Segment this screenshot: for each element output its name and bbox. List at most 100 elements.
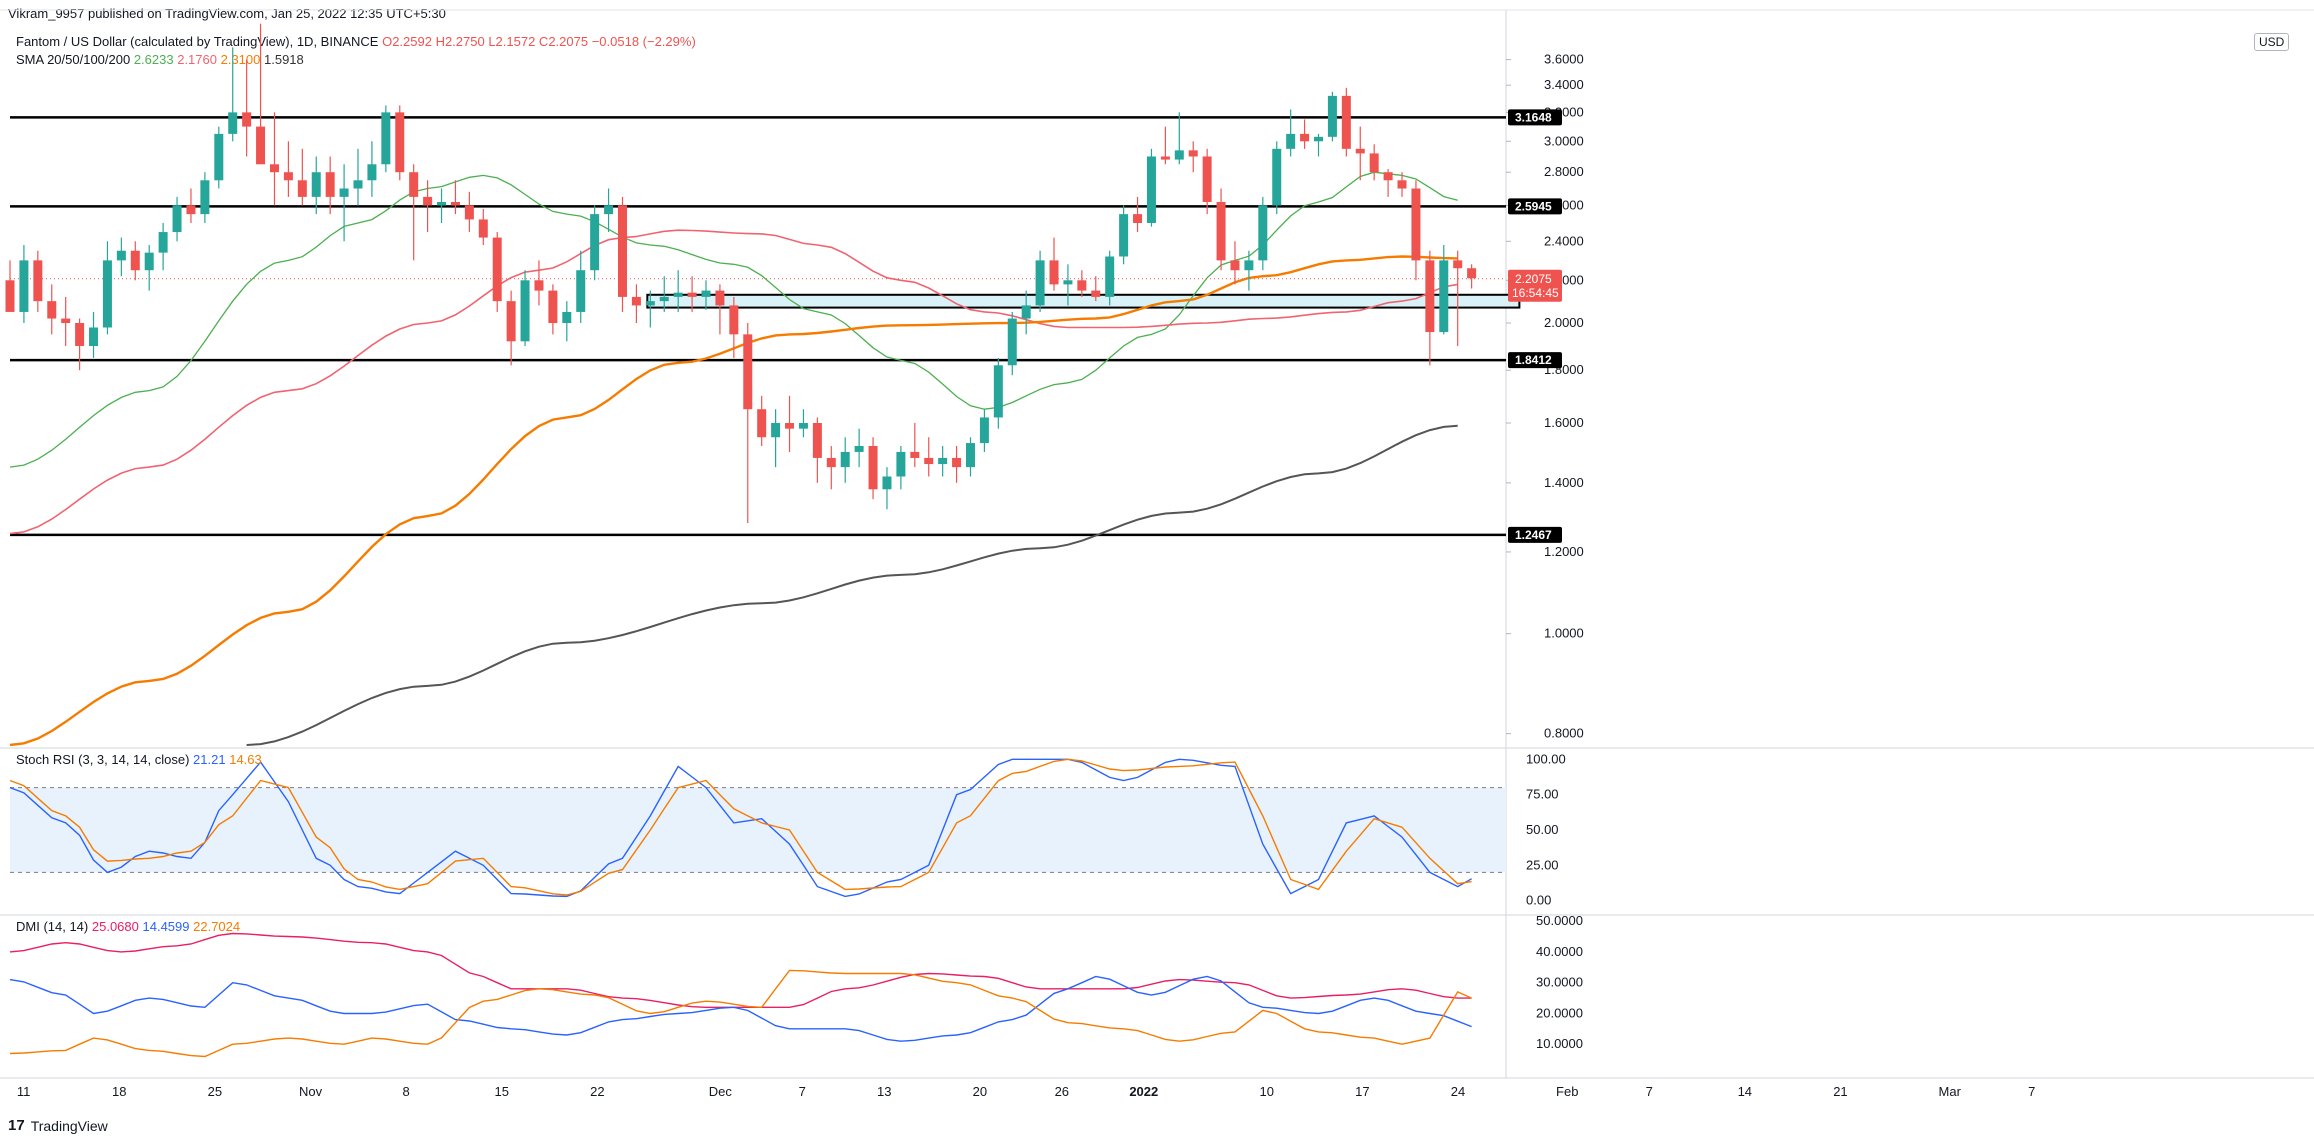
price-tick-label: 3.6000 — [1544, 52, 1584, 67]
price-tick-label: 2.8000 — [1544, 164, 1584, 179]
candle-body — [1007, 318, 1017, 366]
candle-body — [464, 205, 474, 220]
stoch-band — [10, 787, 1506, 873]
sma20-value: 2.6233 — [133, 52, 174, 67]
candle-body — [882, 476, 892, 490]
candle-body — [1244, 260, 1254, 271]
candle-body — [896, 451, 906, 477]
time-tick-label: 17 — [1355, 1084, 1369, 1099]
candle-body — [130, 250, 140, 271]
candle-body — [631, 296, 641, 306]
ohlc-values: O2.2592 H2.2750 L2.1572 C2.2075 −0.0518 … — [382, 34, 696, 49]
time-tick-label: 14 — [1738, 1084, 1752, 1099]
candle-body — [1383, 172, 1393, 181]
candle-body — [840, 451, 850, 468]
time-tick-label: 8 — [403, 1084, 410, 1099]
sma200-value: 1.5918 — [264, 52, 304, 67]
candle-body — [534, 280, 544, 291]
candle-body — [785, 423, 795, 429]
time-tick-label: 26 — [1055, 1084, 1069, 1099]
level-price-label: 2.5945 — [1515, 199, 1552, 213]
stoch-legend: Stoch RSI (3, 3, 14, 14, close) 21.21 14… — [16, 752, 262, 767]
candle-body — [1453, 260, 1463, 269]
time-tick-label: 11 — [17, 1084, 31, 1099]
candle-body — [144, 252, 154, 271]
time-tick-label: 24 — [1451, 1084, 1465, 1099]
price-tick-label: 0.8000 — [1544, 726, 1584, 741]
sma100-value: 2.3100 — [220, 52, 261, 67]
candle-body — [1119, 214, 1129, 257]
stoch-k-line — [9, 758, 1472, 898]
candle-body — [1035, 260, 1045, 306]
candle-body — [1397, 180, 1407, 189]
candle-body — [1174, 150, 1184, 160]
candle-body — [311, 172, 321, 197]
price-tick-label: 1.4000 — [1544, 475, 1584, 490]
stoch-tick-label: 25.00 — [1526, 857, 1559, 872]
time-tick-label: 13 — [877, 1084, 891, 1099]
stoch-tick-label: 0.00 — [1526, 893, 1551, 908]
candle-body — [1286, 133, 1296, 149]
candle-body — [367, 164, 377, 181]
tradingview-brand[interactable]: 17 TradingView — [8, 1117, 108, 1134]
candle-body — [548, 290, 558, 324]
stoch-title: Stoch RSI (3, 3, 14, 14, close) — [16, 752, 190, 767]
candle-body — [33, 260, 43, 302]
candle-body — [757, 409, 767, 438]
candle-body — [395, 112, 405, 173]
candle-body — [1355, 148, 1365, 154]
stoch-d-value: 14.63 — [229, 752, 262, 767]
time-tick-label: 21 — [1833, 1084, 1847, 1099]
candle-body — [5, 280, 15, 312]
candle-body — [1439, 260, 1449, 333]
candle-body — [214, 133, 224, 181]
time-tick-label: 10 — [1259, 1084, 1273, 1099]
time-tick-label: Mar — [1939, 1084, 1962, 1099]
dmi-title: DMI (14, 14) — [16, 919, 89, 934]
time-tick-label: 20 — [973, 1084, 987, 1099]
candle-body — [506, 301, 516, 342]
candle-body — [1369, 153, 1379, 173]
stoch-tick-label: 75.00 — [1526, 787, 1559, 802]
symbol-title: Fantom / US Dollar (calculated by Tradin… — [16, 34, 379, 49]
countdown-label: 16:54:45 — [1512, 286, 1559, 300]
candle-body — [492, 237, 502, 302]
sma-line-1 — [9, 171, 1458, 468]
stoch-k-value: 21.21 — [193, 752, 226, 767]
dmi-tick-label: 10.0000 — [1536, 1036, 1583, 1051]
dmi-tick-label: 20.0000 — [1536, 1005, 1583, 1020]
currency-button[interactable]: USD — [2254, 33, 2290, 51]
candle-body — [910, 451, 920, 458]
level-price-label: 3.1648 — [1515, 110, 1552, 124]
candle-body — [1313, 136, 1323, 142]
price-tick-label: 3.0000 — [1544, 133, 1584, 148]
last-price-label: 2.2075 — [1515, 272, 1552, 286]
candle-body — [242, 112, 252, 127]
candle-body — [200, 180, 210, 215]
candle-body — [771, 423, 781, 438]
candle-body — [812, 423, 822, 458]
candle-body — [952, 457, 962, 468]
candle-body — [437, 201, 447, 206]
candle-body — [1091, 290, 1101, 297]
time-tick-label: 7 — [1646, 1084, 1653, 1099]
dmi-plus-value: 14.4599 — [142, 919, 190, 934]
candle-body — [283, 172, 293, 181]
time-tick-label: 25 — [208, 1084, 222, 1099]
dmi-adx-value: 25.0680 — [91, 919, 139, 934]
candle-body — [47, 301, 57, 319]
candle-body — [1272, 148, 1282, 206]
stoch-tick-label: 50.00 — [1526, 822, 1559, 837]
candle-body — [1105, 256, 1115, 297]
candle-body — [256, 126, 266, 165]
candle-body — [339, 188, 349, 197]
brand-label: TradingView — [30, 1117, 108, 1134]
symbol-legend: Fantom / US Dollar (calculated by Tradin… — [16, 34, 696, 49]
level-price-badge — [1508, 198, 1562, 215]
time-tick-label: 18 — [112, 1084, 126, 1099]
price-tick-label: 2.4000 — [1544, 233, 1584, 248]
candle-body — [576, 270, 586, 312]
support-zone-box — [646, 293, 1521, 309]
tradingview-logo-icon: 17 — [8, 1117, 25, 1134]
